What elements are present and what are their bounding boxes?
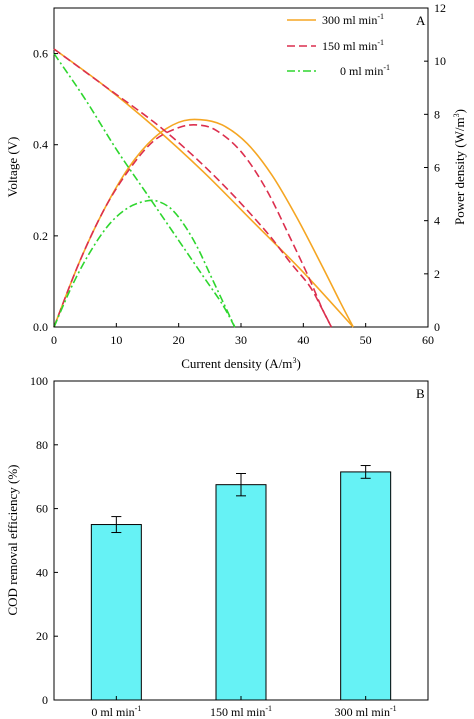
y2-tick-label: 0	[434, 320, 440, 334]
y-tick-label: 0.0	[33, 320, 48, 334]
panel-a-y2-axis-title: Power density (W/m3)	[452, 109, 467, 225]
voltage-line-0	[53, 53, 236, 328]
panel-a-y-axis-title: Voltage (V)	[5, 137, 20, 198]
y-tick-label: 0.4	[33, 138, 48, 152]
panel-b-category-labels: 0 ml min-1 150 ml min-1 300 ml min-1	[91, 696, 397, 719]
voltage-line-150	[53, 48, 333, 328]
y2-tick-label: 10	[434, 54, 446, 68]
panel-b-y-ticks: 0 20 40 60 80 100	[30, 374, 58, 707]
legend-label-0: 0 ml min-1	[340, 63, 390, 78]
legend-label-300: 300 ml min-1	[322, 12, 384, 27]
y-tick-label: 0.2	[33, 229, 48, 243]
y2-tick-label: 6	[434, 161, 440, 175]
y-tick-label: 60	[36, 502, 48, 516]
panel-a-y2-ticks: 0 2 4 6 8 10 12	[424, 1, 446, 334]
panel-b-chart: 0 20 40 60 80 100 0 ml min-1 150 ml min-1 300 m…	[5, 374, 429, 719]
y-tick-label: 100	[30, 374, 48, 388]
panel-a-plot-area	[53, 48, 354, 328]
y-tick-label: 80	[36, 438, 48, 452]
power-line-150	[53, 124, 333, 328]
y-tick-label: 0	[42, 693, 48, 707]
panel-b-letter: B	[416, 386, 425, 401]
panel-a-chart: 0 10 20 30 40 50 60 0.0 0.2 0.4 0.6 0 2 4 6 8 10 12 A C…	[5, 1, 467, 371]
bar	[215, 484, 267, 701]
y2-tick-label: 4	[434, 214, 440, 228]
category-label: 300 ml min-1	[335, 704, 397, 719]
y-tick-label: 40	[36, 565, 48, 579]
power-line-300	[53, 118, 354, 328]
panel-a-x-ticks: 0 10 20 30 40 50 60	[51, 323, 434, 347]
x-tick-label: 50	[360, 333, 372, 347]
panel-a-y-ticks: 0.0 0.2 0.4 0.6	[33, 47, 58, 334]
y2-tick-label: 8	[434, 107, 440, 121]
x-tick-label: 10	[110, 333, 122, 347]
panel-b-plot-area	[90, 465, 392, 701]
power-line-0	[53, 199, 236, 328]
y-tick-label: 0.6	[33, 47, 48, 61]
panel-a-letter: A	[416, 13, 426, 28]
panel-b-y-axis-title: COD removal efficiency (%)	[5, 464, 20, 615]
x-tick-label: 60	[422, 333, 434, 347]
category-label: 0 ml min-1	[91, 704, 141, 719]
x-tick-label: 30	[235, 333, 247, 347]
panel-a-frame	[53, 7, 429, 328]
y-tick-label: 20	[36, 629, 48, 643]
y2-tick-label: 2	[434, 267, 440, 281]
category-label: 150 ml min-1	[210, 704, 272, 719]
bar	[340, 471, 392, 701]
x-tick-label: 0	[51, 333, 57, 347]
panel-a-legend: 300 ml min-1 150 ml min-1 0 ml min-1	[287, 12, 390, 78]
legend-label-150: 150 ml min-1	[322, 38, 384, 53]
panel-a-x-axis-title: Current density (A/m3)	[181, 356, 301, 371]
x-tick-label: 20	[173, 333, 185, 347]
bar	[90, 524, 142, 701]
x-tick-label: 40	[297, 333, 309, 347]
y2-tick-label: 12	[434, 1, 446, 15]
